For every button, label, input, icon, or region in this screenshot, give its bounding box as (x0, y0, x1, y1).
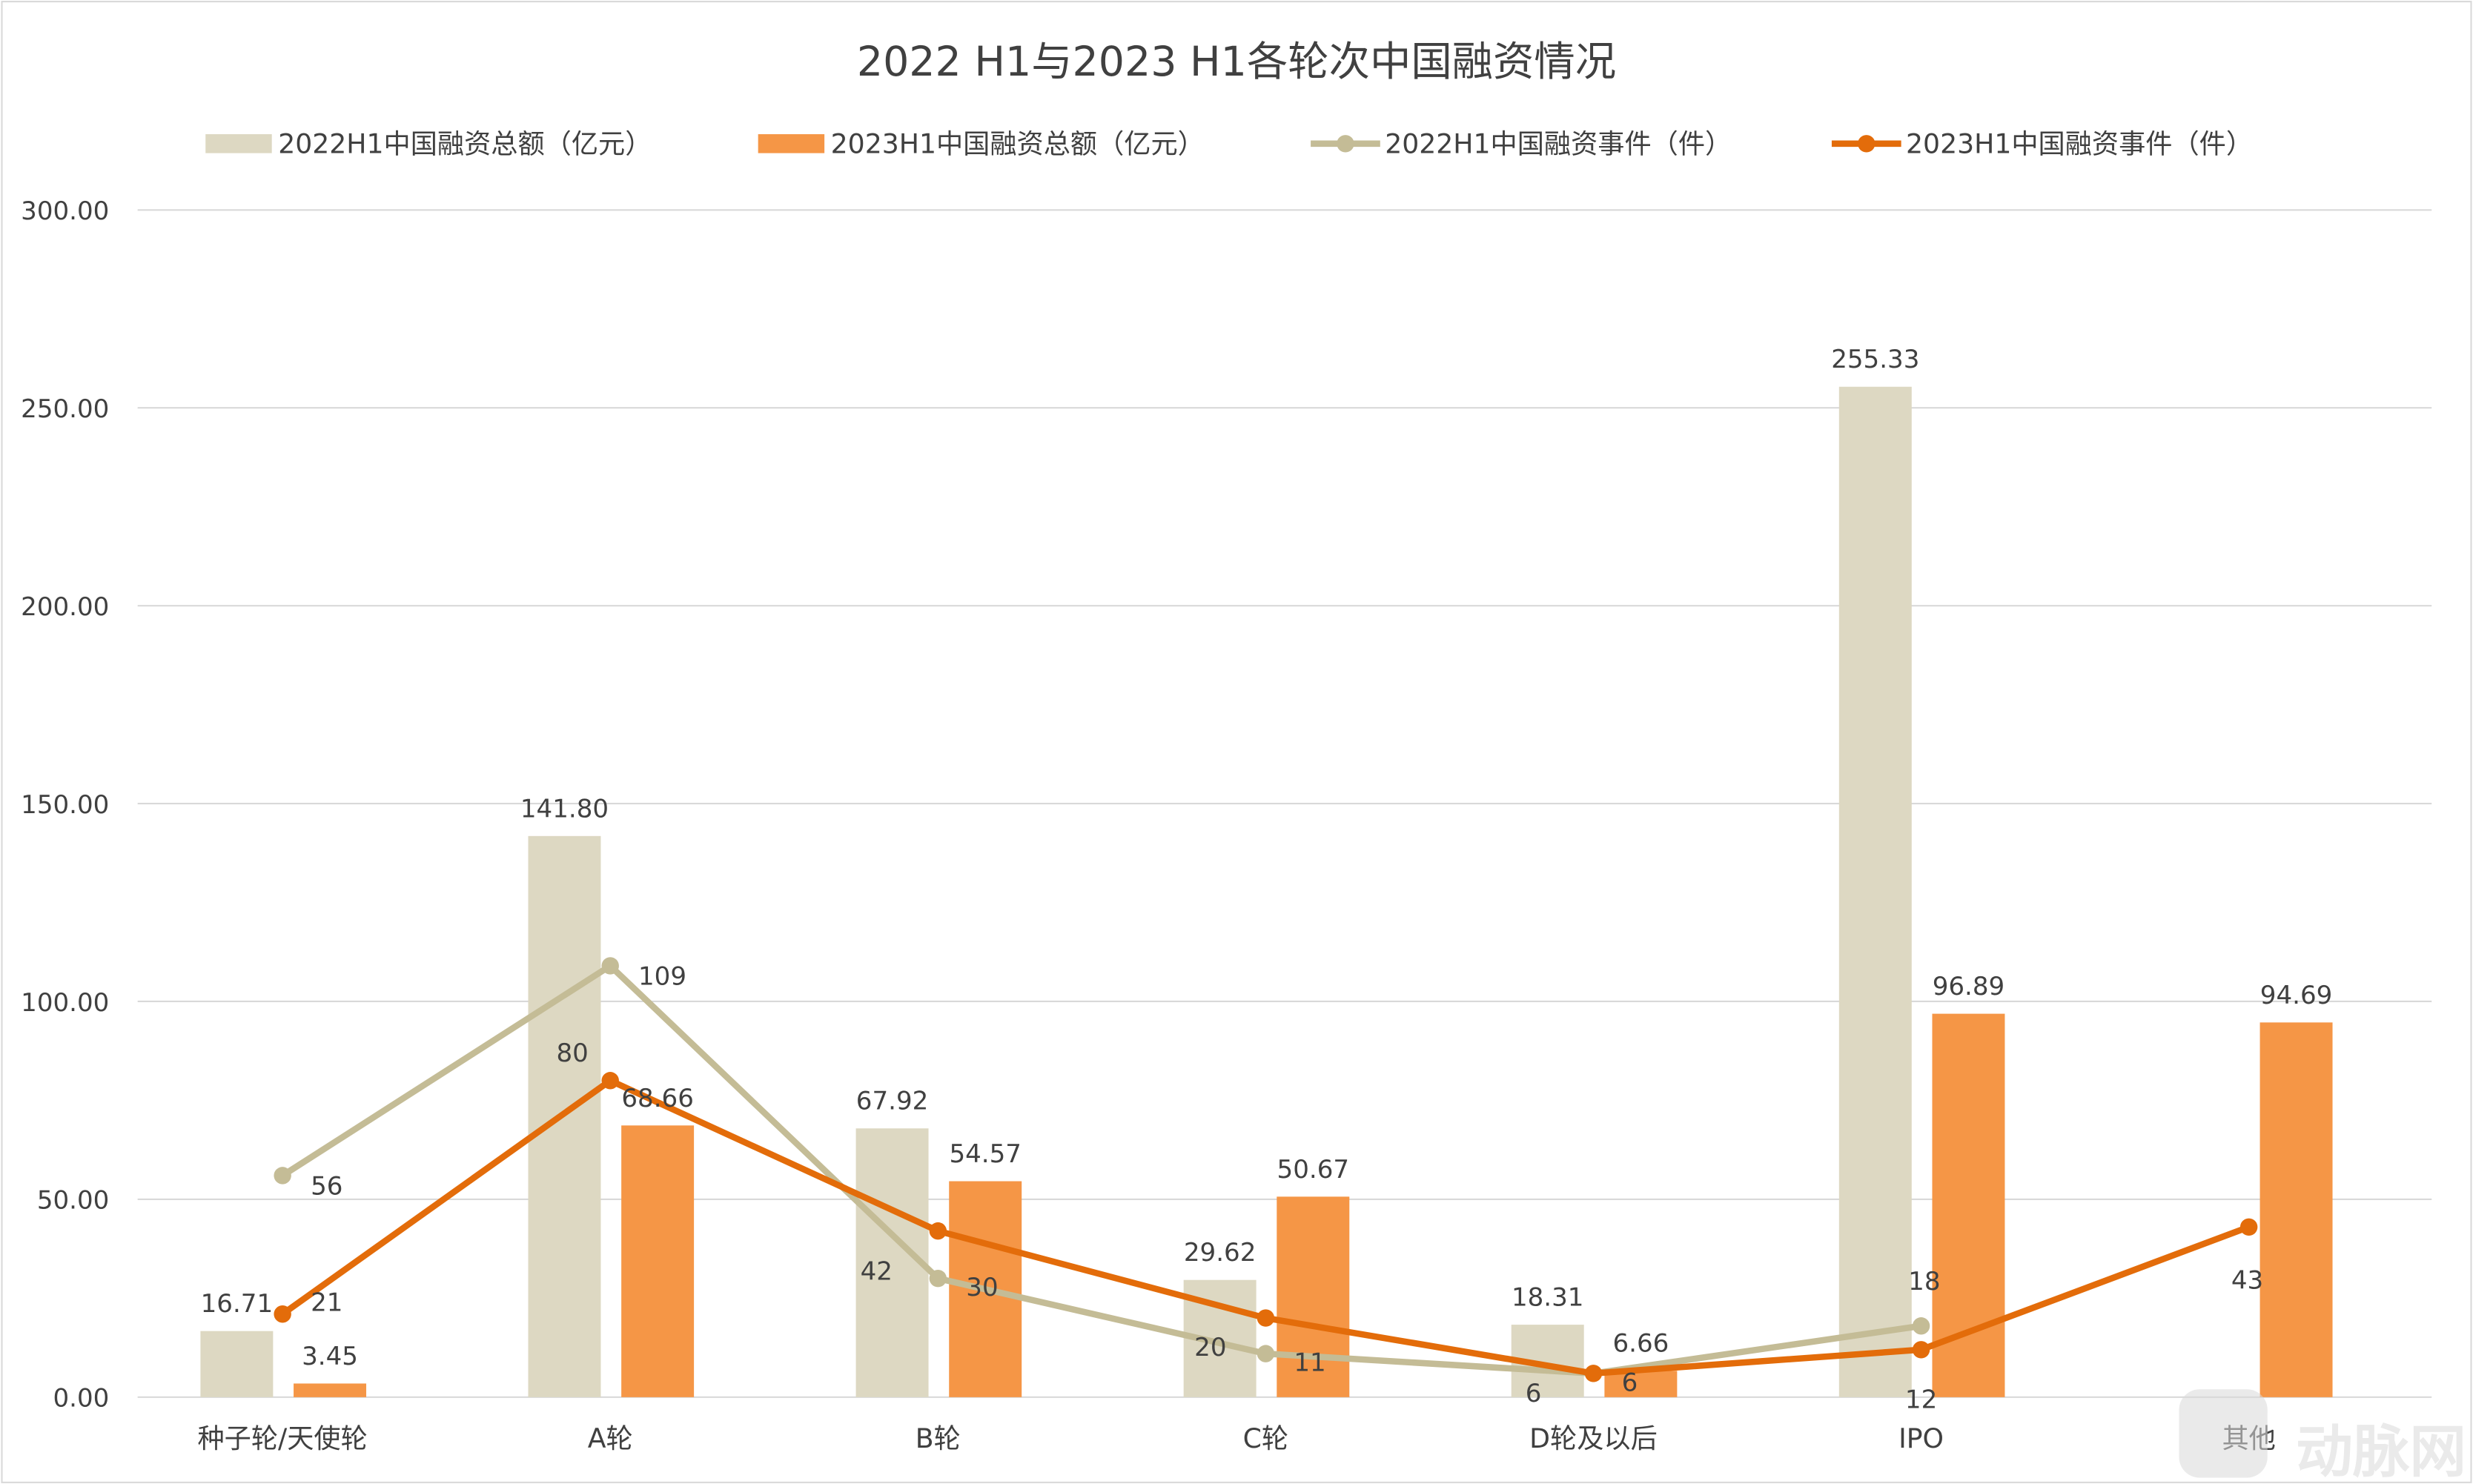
legend-label: 2023H1中国融资事件（件） (1906, 128, 2253, 160)
line-data-label: 11 (1294, 1348, 1325, 1378)
bar-data-label: 96.89 (1933, 972, 2005, 1001)
bar (855, 1128, 929, 1397)
line-point (929, 1222, 947, 1240)
bar-data-label: 141.80 (520, 794, 609, 824)
y-tick-label: 200.00 (21, 592, 109, 622)
x-tick-label: A轮 (588, 1422, 633, 1454)
bar-data-label: 68.66 (621, 1084, 694, 1113)
line-point (274, 1305, 291, 1323)
gridlines (137, 209, 2432, 1398)
bar-data-label: 18.31 (1512, 1283, 1584, 1313)
line-point (601, 957, 619, 975)
legend-label: 2023H1中国融资总额（亿元） (831, 128, 1205, 160)
x-tick-label: D轮及以后 (1529, 1422, 1658, 1454)
line-data-label: 109 (638, 962, 686, 992)
legend-swatch (205, 134, 272, 153)
bar-data-label: 54.57 (949, 1139, 1022, 1169)
line-point (2239, 1218, 2258, 1236)
bar (200, 1331, 274, 1397)
bar-data-label: 16.71 (201, 1289, 274, 1319)
x-tick-label: IPO (1898, 1422, 1944, 1454)
x-tick-label: 种子轮/天使轮 (197, 1422, 367, 1454)
lines (274, 957, 2258, 1382)
watermark-text: 动脉网 (2296, 1420, 2466, 1484)
line-data-label: 20 (1194, 1333, 1226, 1362)
line-data-label: 6 (1622, 1368, 1638, 1397)
bar-data-label: 255.33 (1831, 345, 1919, 374)
bar (1838, 386, 1912, 1397)
y-axis: 0.00 50.00 100.00 150.00 200.00 250.00 300.00 (21, 196, 109, 1414)
bar (2260, 1022, 2333, 1397)
bar (1604, 1371, 1678, 1397)
line-point (929, 1269, 947, 1288)
y-tick-label: 250.00 (21, 394, 109, 424)
x-tick-label: B轮 (916, 1422, 961, 1454)
y-tick-label: 300.00 (21, 196, 109, 226)
y-tick-label: 0.00 (53, 1384, 109, 1414)
legend-swatch (758, 134, 825, 153)
bar-data-label: 29.62 (1184, 1238, 1257, 1268)
line-data-label: 30 (966, 1273, 998, 1302)
line-point (1912, 1317, 1930, 1335)
line-data-label: 80 (556, 1039, 588, 1068)
bar-data-label: 67.92 (856, 1087, 929, 1116)
line-point (601, 1072, 619, 1090)
line-data-label: 18 (1908, 1267, 1940, 1296)
series-line (280, 962, 1922, 1377)
legend: 2022H1中国融资总额（亿元） 2023H1中国融资总额（亿元） 2022H1中国… (205, 128, 2253, 160)
legend-label: 2022H1中国融资总额（亿元） (278, 128, 652, 160)
bar (294, 1383, 367, 1397)
line-data-label: 21 (311, 1288, 342, 1317)
line-data-label: 6 (1526, 1379, 1542, 1408)
y-tick-label: 100.00 (21, 988, 109, 1018)
watermark-icon (2179, 1389, 2268, 1478)
bar (1277, 1196, 1350, 1397)
line-data-label: 56 (311, 1171, 342, 1201)
x-tick-label: C轮 (1243, 1422, 1288, 1454)
bar-data-label: 94.69 (2260, 981, 2333, 1010)
legend-marker (1337, 135, 1354, 153)
line-point (1584, 1365, 1603, 1382)
legend-marker (1858, 135, 1876, 153)
bar (621, 1125, 695, 1397)
line-point (1257, 1345, 1275, 1362)
bars (200, 386, 2333, 1397)
data-labels: 16.71 141.80 67.92 29.62 18.31 255.33 3.45 68.6… (201, 345, 2333, 1414)
line-data-label: 43 (2231, 1265, 2263, 1295)
line-point (274, 1167, 291, 1185)
bar-data-label: 50.67 (1277, 1155, 1350, 1185)
line-point (1912, 1341, 1930, 1359)
bar-data-label: 3.45 (302, 1342, 358, 1371)
watermark-logo: 动脉网 (2179, 1389, 2466, 1484)
line-data-label: 12 (1905, 1385, 1937, 1415)
line-data-label: 42 (861, 1257, 893, 1287)
y-tick-label: 150.00 (21, 790, 109, 820)
chart-title: 2022 H1与2023 H1各轮次中国融资情况 (857, 39, 1616, 86)
bar-data-label: 6.66 (1612, 1329, 1669, 1359)
legend-label: 2022H1中国融资事件（件） (1385, 128, 1732, 160)
y-tick-label: 50.00 (37, 1186, 110, 1216)
line-point (1257, 1309, 1275, 1327)
